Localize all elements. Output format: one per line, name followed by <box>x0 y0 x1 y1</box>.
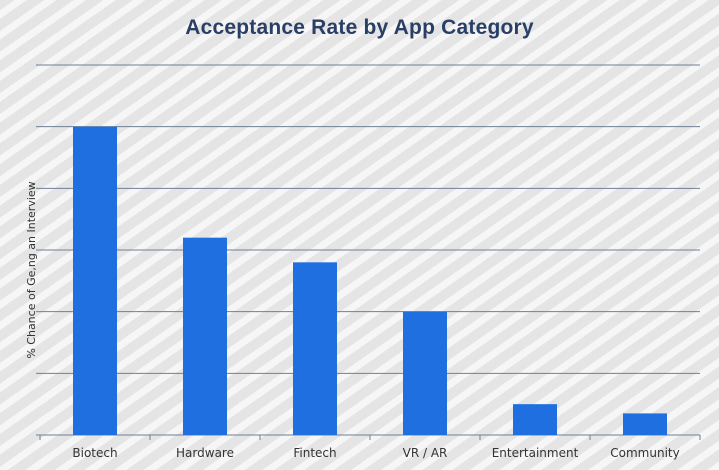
bar-biotech <box>73 126 117 436</box>
x-tick-label: Entertainment <box>492 446 579 460</box>
bar-community <box>623 413 667 435</box>
x-tick-label: Hardware <box>176 446 234 460</box>
bar-entertainment <box>513 404 557 435</box>
y-axis-label: % Chance of Ge,ng an Interview <box>25 181 38 358</box>
bar-hardware <box>183 237 227 435</box>
x-tick-label: VR / AR <box>403 446 448 460</box>
x-tick-label: Biotech <box>72 446 117 460</box>
x-tick-label: Community <box>610 446 679 460</box>
chart-title: Acceptance Rate by App Category <box>185 16 534 39</box>
bar-fintech <box>293 262 337 435</box>
x-tick-label: Fintech <box>293 446 336 460</box>
bar-vr-ar <box>403 311 447 435</box>
